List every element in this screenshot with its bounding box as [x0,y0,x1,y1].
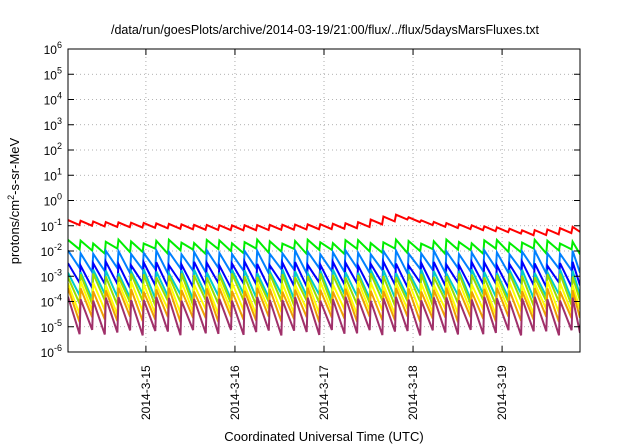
y-tick-label: 103 [44,116,62,133]
y-tick-label: 10-4 [41,293,62,310]
y-tick-label: 100 [44,192,62,209]
y-tick-label: 104 [44,91,62,108]
y-tick-labels: 10-6 10-5 10-4 10-3 10-2 10-1 100 101 102 103 104 1… [41,40,62,360]
series-line [68,237,580,257]
y-tick-label: 102 [44,141,62,158]
chart-title: /data/run/goesPlots/archive/2014-03-19/2… [111,23,540,37]
x-tick-label: 2014-3-19 [495,365,509,420]
x-tick-labels: 2014-3-15 2014-3-16 2014-3-17 2014-3-18 2014… [139,365,509,420]
series-line [68,246,580,278]
y-axis-label: protons/cm2-s-sr-MeV [6,137,22,264]
x-axis-label: Coordinated Universal Time (UTC) [224,429,423,444]
series-line [68,213,580,237]
series-line [68,296,580,336]
x-tick-label: 2014-3-16 [228,365,242,420]
series-group [68,213,580,336]
x-tick-label: 2014-3-18 [406,365,420,420]
y-tick-label: 10-1 [41,217,62,234]
grid [68,49,580,352]
x-tick-label: 2014-3-17 [317,365,331,420]
y-tick-label: 105 [44,65,62,82]
y-tick-label: 10-3 [41,267,62,284]
y-tick-label: 10-6 [41,343,62,360]
y-tick-label: 10-2 [41,242,62,259]
x-tick-label: 2014-3-15 [139,365,153,420]
y-tick-label: 106 [44,40,62,57]
y-tick-label: 101 [44,166,62,183]
y-tick-label: 10-5 [41,318,62,335]
plot-frame [67,48,581,353]
